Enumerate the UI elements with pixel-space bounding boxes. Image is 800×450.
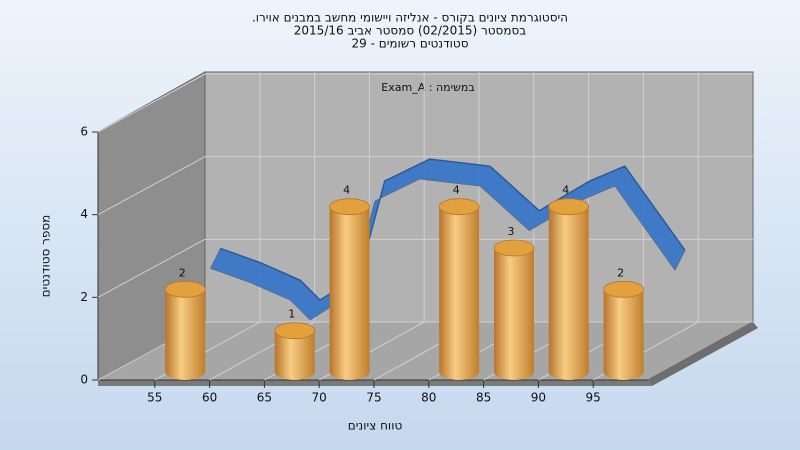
grid-line	[97, 156, 206, 216]
y-tick-label: 0	[80, 373, 88, 387]
cylinder-top	[493, 239, 535, 257]
value-label: 2	[179, 266, 186, 279]
floor-edge	[648, 322, 758, 386]
y-tick-label: 6	[80, 125, 88, 139]
value-label: 1	[288, 308, 295, 321]
bar	[494, 248, 534, 372]
cylinder-top	[603, 280, 644, 298]
grid-line	[97, 73, 206, 133]
annotation: במשימה : Exam_A	[381, 81, 474, 94]
cylinder-top	[164, 280, 206, 298]
cylinder-top	[274, 322, 316, 340]
title: סטודנטים רשומים - 29	[351, 37, 468, 51]
bar	[548, 206, 589, 372]
value-label: 4	[343, 184, 350, 197]
x-tick-label: 70	[312, 391, 327, 405]
bar	[165, 289, 206, 372]
title: בסמסטר (02/2015) סמסטר אביב 2015/16	[294, 24, 526, 38]
value-label: 4	[562, 184, 569, 197]
y-axis-label: מספר סטודנטים	[39, 215, 53, 298]
bar	[439, 206, 480, 372]
x-tick-label: 80	[421, 391, 436, 405]
value-label: 2	[617, 266, 624, 279]
x-axis-label: טווח ציונים	[348, 419, 403, 433]
cylinder-top	[329, 198, 371, 216]
cylinder-top	[438, 198, 480, 216]
title: היסטוגרמת ציונים בקורס - אנליזה ויישומי …	[252, 11, 568, 25]
value-label: 3	[508, 225, 515, 238]
cylinder-top	[548, 198, 590, 216]
bar	[329, 206, 370, 372]
trend-line	[220, 158, 686, 302]
x-tick-label: 90	[531, 391, 546, 405]
x-tick-label: 95	[586, 391, 601, 405]
bar	[603, 289, 644, 372]
x-tick-label: 75	[366, 391, 381, 405]
floor-front	[98, 380, 652, 386]
x-tick-label: 85	[476, 391, 491, 405]
x-tick-label: 60	[202, 391, 217, 405]
x-tick-label: 55	[147, 391, 162, 405]
y-tick-label: 4	[80, 207, 88, 221]
x-tick-label: 65	[257, 391, 272, 405]
grid-line	[97, 238, 206, 298]
y-tick-label: 2	[80, 290, 88, 304]
value-label: 4	[453, 184, 460, 197]
